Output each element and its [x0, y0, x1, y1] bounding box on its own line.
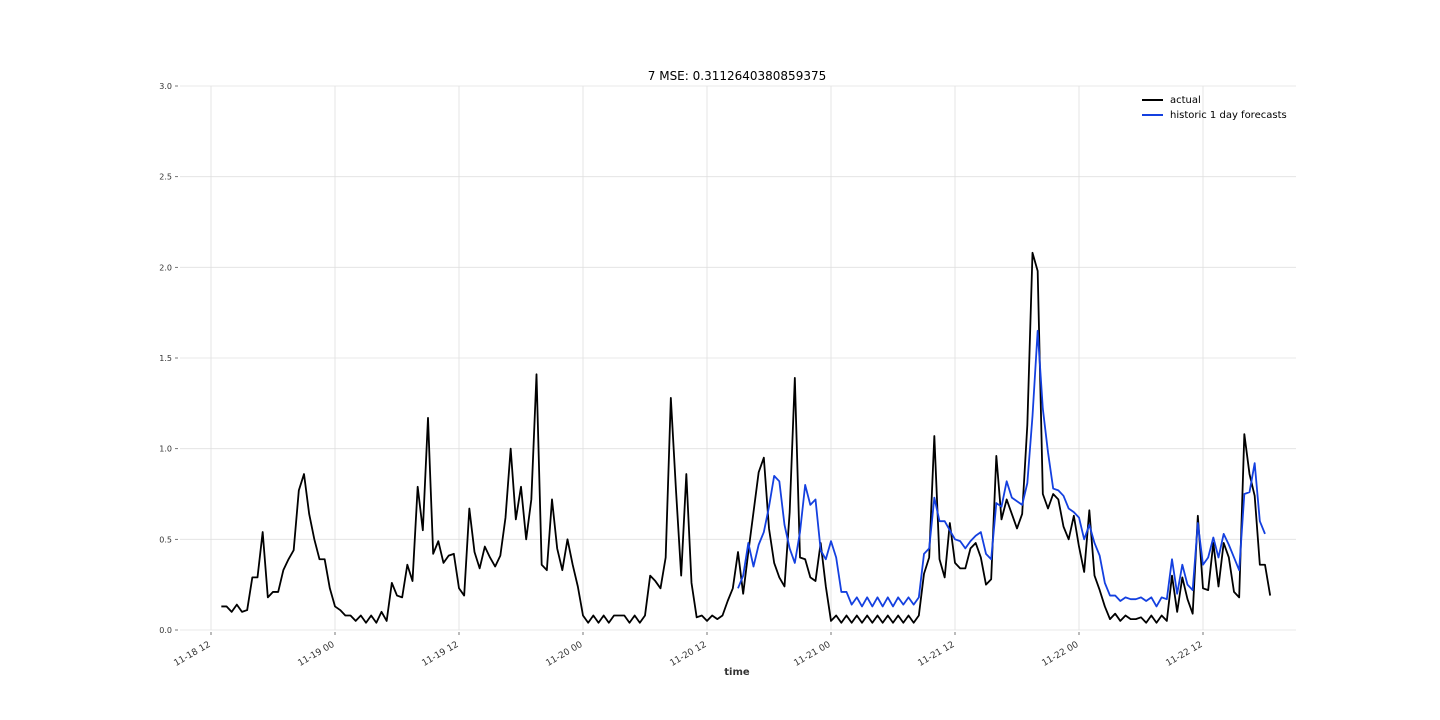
y-tick-label: 3.0 — [159, 82, 172, 91]
series-lines — [221, 251, 1272, 624]
x-tick-label: 11-19 12 — [420, 640, 460, 669]
x-tick-label: 11-18 12 — [172, 640, 212, 669]
grid-lines — [180, 85, 1296, 631]
series-line-actual — [221, 251, 1272, 624]
x-tick-label: 11-19 00 — [296, 640, 336, 669]
legend: actual historic 1 day forecasts — [1142, 95, 1287, 121]
legend-label-actual: actual — [1170, 95, 1201, 106]
y-axis-ticks: 0.0 0.5 1.0 1.5 2.0 2.5 3.0 — [159, 82, 178, 635]
y-tick-label: 0.5 — [159, 535, 172, 544]
y-tick-label: 1.0 — [159, 445, 172, 454]
x-tick-label: 11-22 12 — [1164, 640, 1204, 669]
x-tick-label: 11-20 00 — [544, 640, 584, 669]
x-tick-label: 11-20 12 — [668, 640, 708, 669]
x-axis-ticks: 11-18 12 11-19 00 11-19 12 11-20 00 11-20 12… — [172, 632, 1205, 669]
series-line-forecast — [737, 329, 1266, 608]
y-tick-label: 2.5 — [159, 173, 172, 182]
y-tick-label: 1.5 — [159, 354, 172, 363]
y-tick-label: 2.0 — [159, 263, 172, 272]
x-tick-label: 11-21 00 — [792, 640, 832, 669]
y-tick-label: 0.0 — [159, 626, 172, 635]
chart-title: 7 MSE: 0.3112640380859375 — [648, 69, 826, 83]
x-tick-label: 11-22 00 — [1040, 640, 1080, 669]
legend-label-forecast: historic 1 day forecasts — [1170, 110, 1287, 121]
x-axis-label: time — [724, 667, 750, 678]
x-tick-label: 11-21 12 — [916, 640, 956, 669]
